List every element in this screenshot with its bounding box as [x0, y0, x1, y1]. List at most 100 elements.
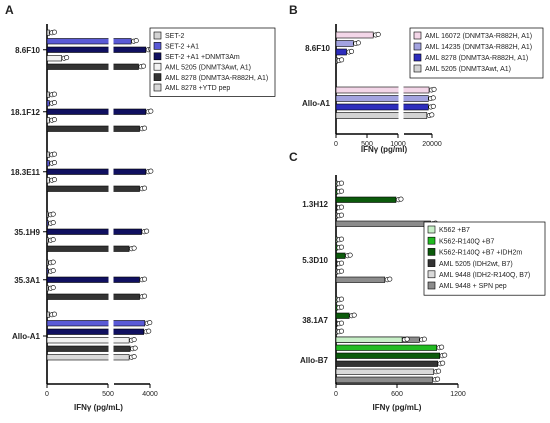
- legend-label: AML 5205 (DNMT3Awt, A1): [165, 64, 251, 71]
- legend-swatch: [153, 31, 162, 40]
- data-point: [339, 260, 345, 266]
- bar-set-2: [46, 211, 49, 218]
- legend-label: AML 5205 (IDH2wt, B7): [439, 261, 513, 268]
- data-point: [339, 296, 345, 302]
- data-point: [141, 63, 147, 69]
- bar-group-35-1h9: 35.1H9: [14, 211, 150, 252]
- legend-swatch: [413, 53, 422, 62]
- bar-aml-5205-dnmt3awt-a1: [46, 177, 50, 184]
- legend-swatch: [153, 83, 162, 92]
- data-point: [142, 293, 148, 299]
- panel-a: A 8.6F10 18.1F12 18.3E11 35.1H9 35.3A1 Allo-A1…: [5, 3, 276, 412]
- bar-k562-r140q-b7: [335, 344, 437, 351]
- category-label: 35.1H9: [14, 228, 40, 237]
- bar-aml-9448-spn-pep: [335, 376, 433, 383]
- data-point: [375, 31, 381, 37]
- bar-set-2: [46, 259, 49, 266]
- legend-swatch: [413, 64, 422, 73]
- legend-swatch: [427, 236, 436, 245]
- bar-set-2-a1: [46, 320, 146, 327]
- category-label: Allo-B7: [300, 356, 329, 365]
- bar-group-35-3a1: 35.3A1: [14, 259, 148, 300]
- bar-aml-5205-dnmt3awt-a1: [46, 237, 49, 244]
- bar-set-2-a1: [46, 160, 50, 167]
- legend-swatch: [153, 62, 162, 71]
- bar-aml-8278-dnmt3a-r882h-a1: [335, 48, 347, 56]
- bar-aml-8278-dnmt3a-r882h-a1: [46, 125, 140, 132]
- bar-set-2-a1-dnmt3am: [46, 276, 140, 283]
- bar-aml-8278-dnmt3a-r882h-a1: [46, 185, 140, 192]
- data-point: [64, 55, 70, 61]
- data-point: [430, 95, 436, 101]
- legend-label: AML 16072 (DNMT3A-R882H, A1): [425, 33, 532, 40]
- x-tick-label: 600: [391, 391, 403, 398]
- legend-label: AML 8278 (DNMT3A-R882H, A1): [165, 75, 268, 82]
- data-point: [339, 320, 345, 326]
- legend-label: AML 14235 (DNMT3A-R882H, A1): [425, 44, 532, 51]
- legend-swatch: [413, 31, 422, 40]
- x-axis-title: IFNγ (pg/ml): [361, 145, 408, 154]
- bar-group-8-6f10: 8.6F10: [305, 31, 381, 64]
- data-point: [147, 320, 153, 326]
- x-tick-label: 500: [361, 141, 373, 148]
- data-point: [339, 57, 345, 63]
- bar-group-5-3d10: 5.3D10: [302, 236, 393, 283]
- legend-item-aml-16072-dnmt3a-r882h-a1: AML 16072 (DNMT3A-R882H, A1): [413, 31, 532, 40]
- legend-label: SET-2 +A1: [165, 44, 199, 51]
- legend-item-k562-r140q-b7: K562-R140Q +B7: [427, 236, 495, 245]
- legend-swatch: [427, 248, 436, 256]
- legend-label: AML 5205 (DNMT3Awt, A1): [425, 66, 511, 73]
- data-point: [50, 259, 56, 265]
- data-point: [144, 228, 150, 234]
- bar-set-2-a1: [46, 100, 50, 107]
- bar-set-2-a1: [46, 268, 49, 275]
- legend-item-aml-9448-spn-pep: AML 9448 + SPN pep: [427, 281, 507, 290]
- bar-set-2: [46, 29, 50, 36]
- data-point: [404, 336, 410, 342]
- bar-k562-r140q-b7-idh2m: [335, 252, 346, 259]
- data-point: [51, 91, 57, 97]
- legend-box: [149, 27, 276, 97]
- data-point: [347, 252, 353, 258]
- panel-letter: C: [289, 150, 298, 164]
- category-label: 8.6F10: [305, 44, 330, 53]
- bar-group-18-3e11: 18.3E11: [11, 151, 154, 192]
- bar-set-2: [46, 311, 50, 318]
- bar-group-allo-b7: Allo-B7: [300, 336, 448, 383]
- data-point: [51, 177, 57, 183]
- data-point: [398, 196, 404, 202]
- legend-swatch: [153, 73, 162, 81]
- bar-k562-r140q-b7-idh2m: [335, 352, 440, 359]
- data-point: [142, 276, 148, 282]
- bar-aml-16072-dnmt3a-r882h-a1: [335, 31, 374, 39]
- legend-swatch: [427, 270, 436, 279]
- bar-set-2: [46, 151, 50, 158]
- bar-set-2-a1-dnmt3am: [46, 108, 147, 115]
- bar-aml-8278-dnmt3a-r882h-a1: [46, 245, 130, 252]
- data-point: [148, 168, 154, 174]
- bar-set-2-a1-dnmt3am: [46, 168, 147, 175]
- data-point: [51, 117, 57, 123]
- category-label: Allo-A1: [302, 99, 331, 108]
- legend-label: K562 +B7: [439, 227, 470, 234]
- bar-set-2-a1-dnmt3am: [46, 46, 147, 53]
- x-tick-label: 1200: [450, 391, 466, 398]
- legend-item-aml-8278-dnmt3a-r882h-a1: AML 8278 (DNMT3A-R882H, A1): [153, 73, 268, 82]
- axis-break-gap: [108, 24, 114, 387]
- legend-item-aml-14235-dnmt3a-r882h-a1: AML 14235 (DNMT3A-R882H, A1): [413, 42, 532, 51]
- legend: SET-2 SET-2 +A1 SET-2 +A1 +DNMT3Am AML 5205…: [149, 27, 276, 97]
- data-point: [439, 344, 445, 350]
- bar-aml-14235-dnmt3a-r882h-a1: [335, 95, 429, 102]
- x-tick-label: 500: [102, 391, 114, 398]
- data-point: [50, 268, 56, 274]
- category-label: 1.3H12: [302, 200, 328, 209]
- legend-item-set-2: SET-2: [153, 31, 185, 40]
- bar-aml-8278-dnmt3a-r882h-a1: [46, 63, 139, 70]
- bar-group-38-1a7: 38.1A7: [302, 296, 427, 343]
- data-point: [51, 151, 57, 157]
- bar-aml-8278-ytd-pep: [46, 354, 130, 361]
- data-point: [131, 354, 137, 360]
- data-point: [50, 285, 56, 291]
- legend-item-aml-8278-dnmt3a-r882h-a1: AML 8278 (DNMT3A-R882H, A1): [413, 53, 528, 62]
